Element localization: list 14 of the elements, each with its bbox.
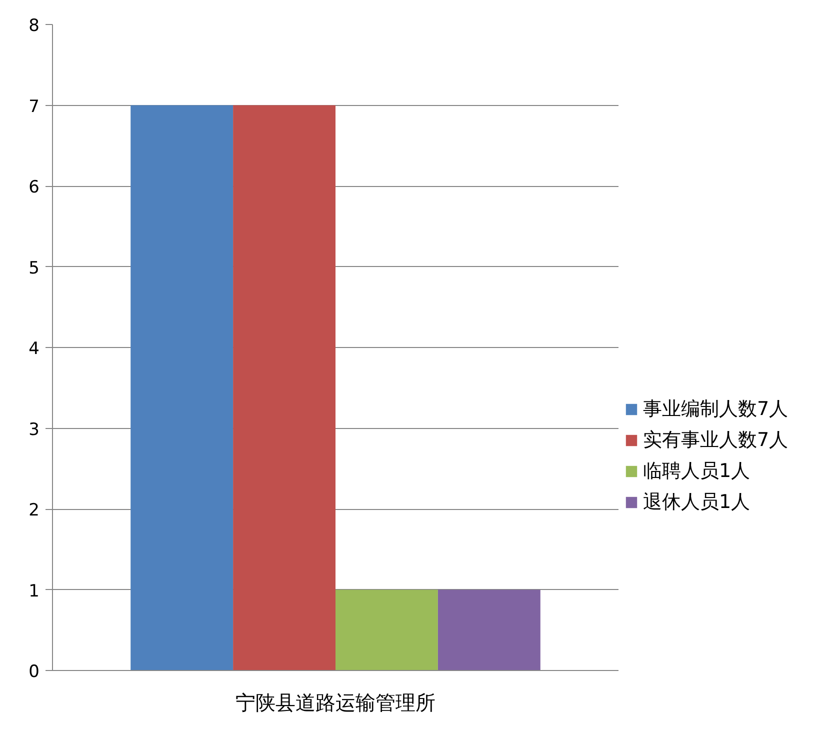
legend-label: 临聘人员1人	[643, 459, 750, 484]
y-tick-label: 6	[28, 178, 40, 198]
y-tick-label: 5	[28, 258, 40, 278]
legend-label: 实有事业人数7人	[643, 428, 788, 453]
legend-label: 退休人员1人	[643, 490, 750, 515]
y-tick-label: 0	[28, 662, 40, 682]
y-tick-label: 3	[28, 420, 40, 440]
x-tick-label: 宁陕县道路运输管理所	[236, 690, 436, 714]
y-tick-label: 7	[28, 96, 40, 117]
legend-label: 事业编制人数7人	[643, 397, 788, 422]
y-tick-label: 4	[28, 339, 40, 359]
y-tick-label: 8	[28, 16, 40, 36]
y-tick-label: 1	[28, 581, 40, 602]
y-tick-label: 2	[28, 500, 40, 520]
